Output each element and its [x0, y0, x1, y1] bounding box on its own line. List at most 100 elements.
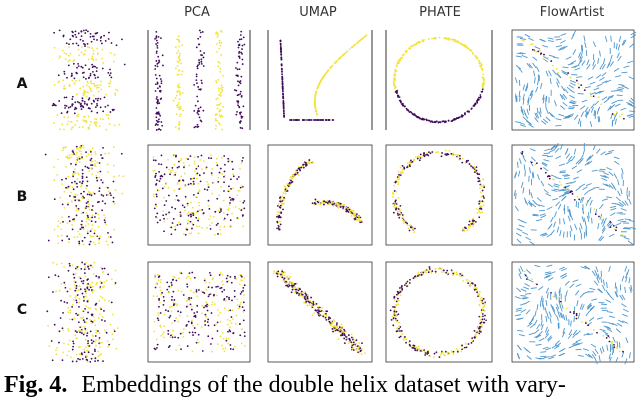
point [200, 326, 203, 328]
flow-segment [552, 309, 557, 316]
point [112, 200, 115, 203]
point [68, 154, 71, 157]
point [81, 144, 84, 147]
flow-segment [543, 167, 549, 172]
point [156, 65, 159, 68]
point [478, 315, 481, 318]
point [107, 114, 110, 117]
point [188, 331, 191, 334]
point [464, 113, 466, 116]
flow-segment [568, 210, 572, 217]
point [470, 166, 473, 169]
flow-segment [516, 161, 519, 168]
point [218, 94, 220, 97]
flow-segment [610, 212, 616, 217]
point [75, 158, 78, 161]
point [165, 182, 168, 185]
point [95, 174, 98, 177]
point [181, 70, 184, 73]
point [178, 115, 181, 118]
point [235, 113, 238, 116]
point [156, 44, 159, 47]
point [196, 82, 198, 85]
point [283, 116, 286, 118]
point [100, 308, 103, 311]
point [190, 308, 193, 311]
point [153, 169, 156, 172]
point [546, 56, 549, 59]
point [440, 267, 443, 270]
flow-segment [556, 73, 561, 79]
point [475, 287, 478, 290]
point [159, 326, 162, 328]
point [155, 39, 158, 42]
point [162, 64, 164, 67]
point [343, 337, 346, 340]
point [569, 191, 572, 194]
point [60, 299, 63, 302]
point [97, 90, 100, 93]
point [90, 320, 93, 323]
point [315, 112, 318, 115]
flow-segment [578, 52, 581, 58]
point [78, 233, 81, 236]
flow-segment [515, 64, 522, 70]
point [76, 120, 79, 122]
point [83, 89, 86, 92]
point [277, 202, 280, 205]
point [320, 78, 323, 81]
point [465, 227, 467, 230]
point [71, 74, 73, 77]
point [87, 282, 90, 285]
point [74, 286, 77, 289]
point [282, 95, 285, 98]
point [90, 164, 92, 166]
point [322, 119, 325, 121]
point [74, 334, 77, 337]
point [92, 289, 95, 291]
point [479, 299, 482, 302]
point [392, 81, 395, 83]
point [239, 120, 242, 123]
point [67, 120, 70, 123]
point [482, 305, 485, 308]
point [96, 111, 99, 114]
flow-segment [620, 208, 627, 211]
point [76, 178, 79, 180]
point [199, 50, 202, 52]
point [176, 304, 178, 307]
point [96, 99, 99, 102]
point [207, 204, 210, 207]
flow-segment [539, 38, 546, 43]
point [317, 312, 320, 315]
flow-segment [600, 174, 607, 178]
point [198, 201, 200, 204]
point [296, 291, 299, 294]
point [418, 116, 421, 119]
flow-segment [551, 189, 558, 192]
point [100, 179, 103, 181]
point [65, 52, 68, 55]
point [521, 39, 524, 42]
point [600, 103, 603, 106]
point [209, 274, 212, 277]
point [219, 67, 222, 70]
point [215, 80, 218, 82]
point [177, 128, 180, 131]
point [91, 322, 93, 325]
point [534, 163, 537, 166]
point [216, 36, 219, 38]
point [171, 279, 174, 281]
point [465, 346, 468, 349]
point [60, 112, 63, 115]
point [70, 162, 72, 165]
flow-segment [559, 105, 566, 110]
flow-segment [579, 196, 583, 203]
point [95, 118, 98, 121]
flow-segment [561, 275, 568, 279]
point [98, 337, 101, 339]
flow-segment [562, 174, 569, 176]
point [324, 312, 327, 315]
point [218, 123, 221, 126]
point [343, 342, 346, 345]
